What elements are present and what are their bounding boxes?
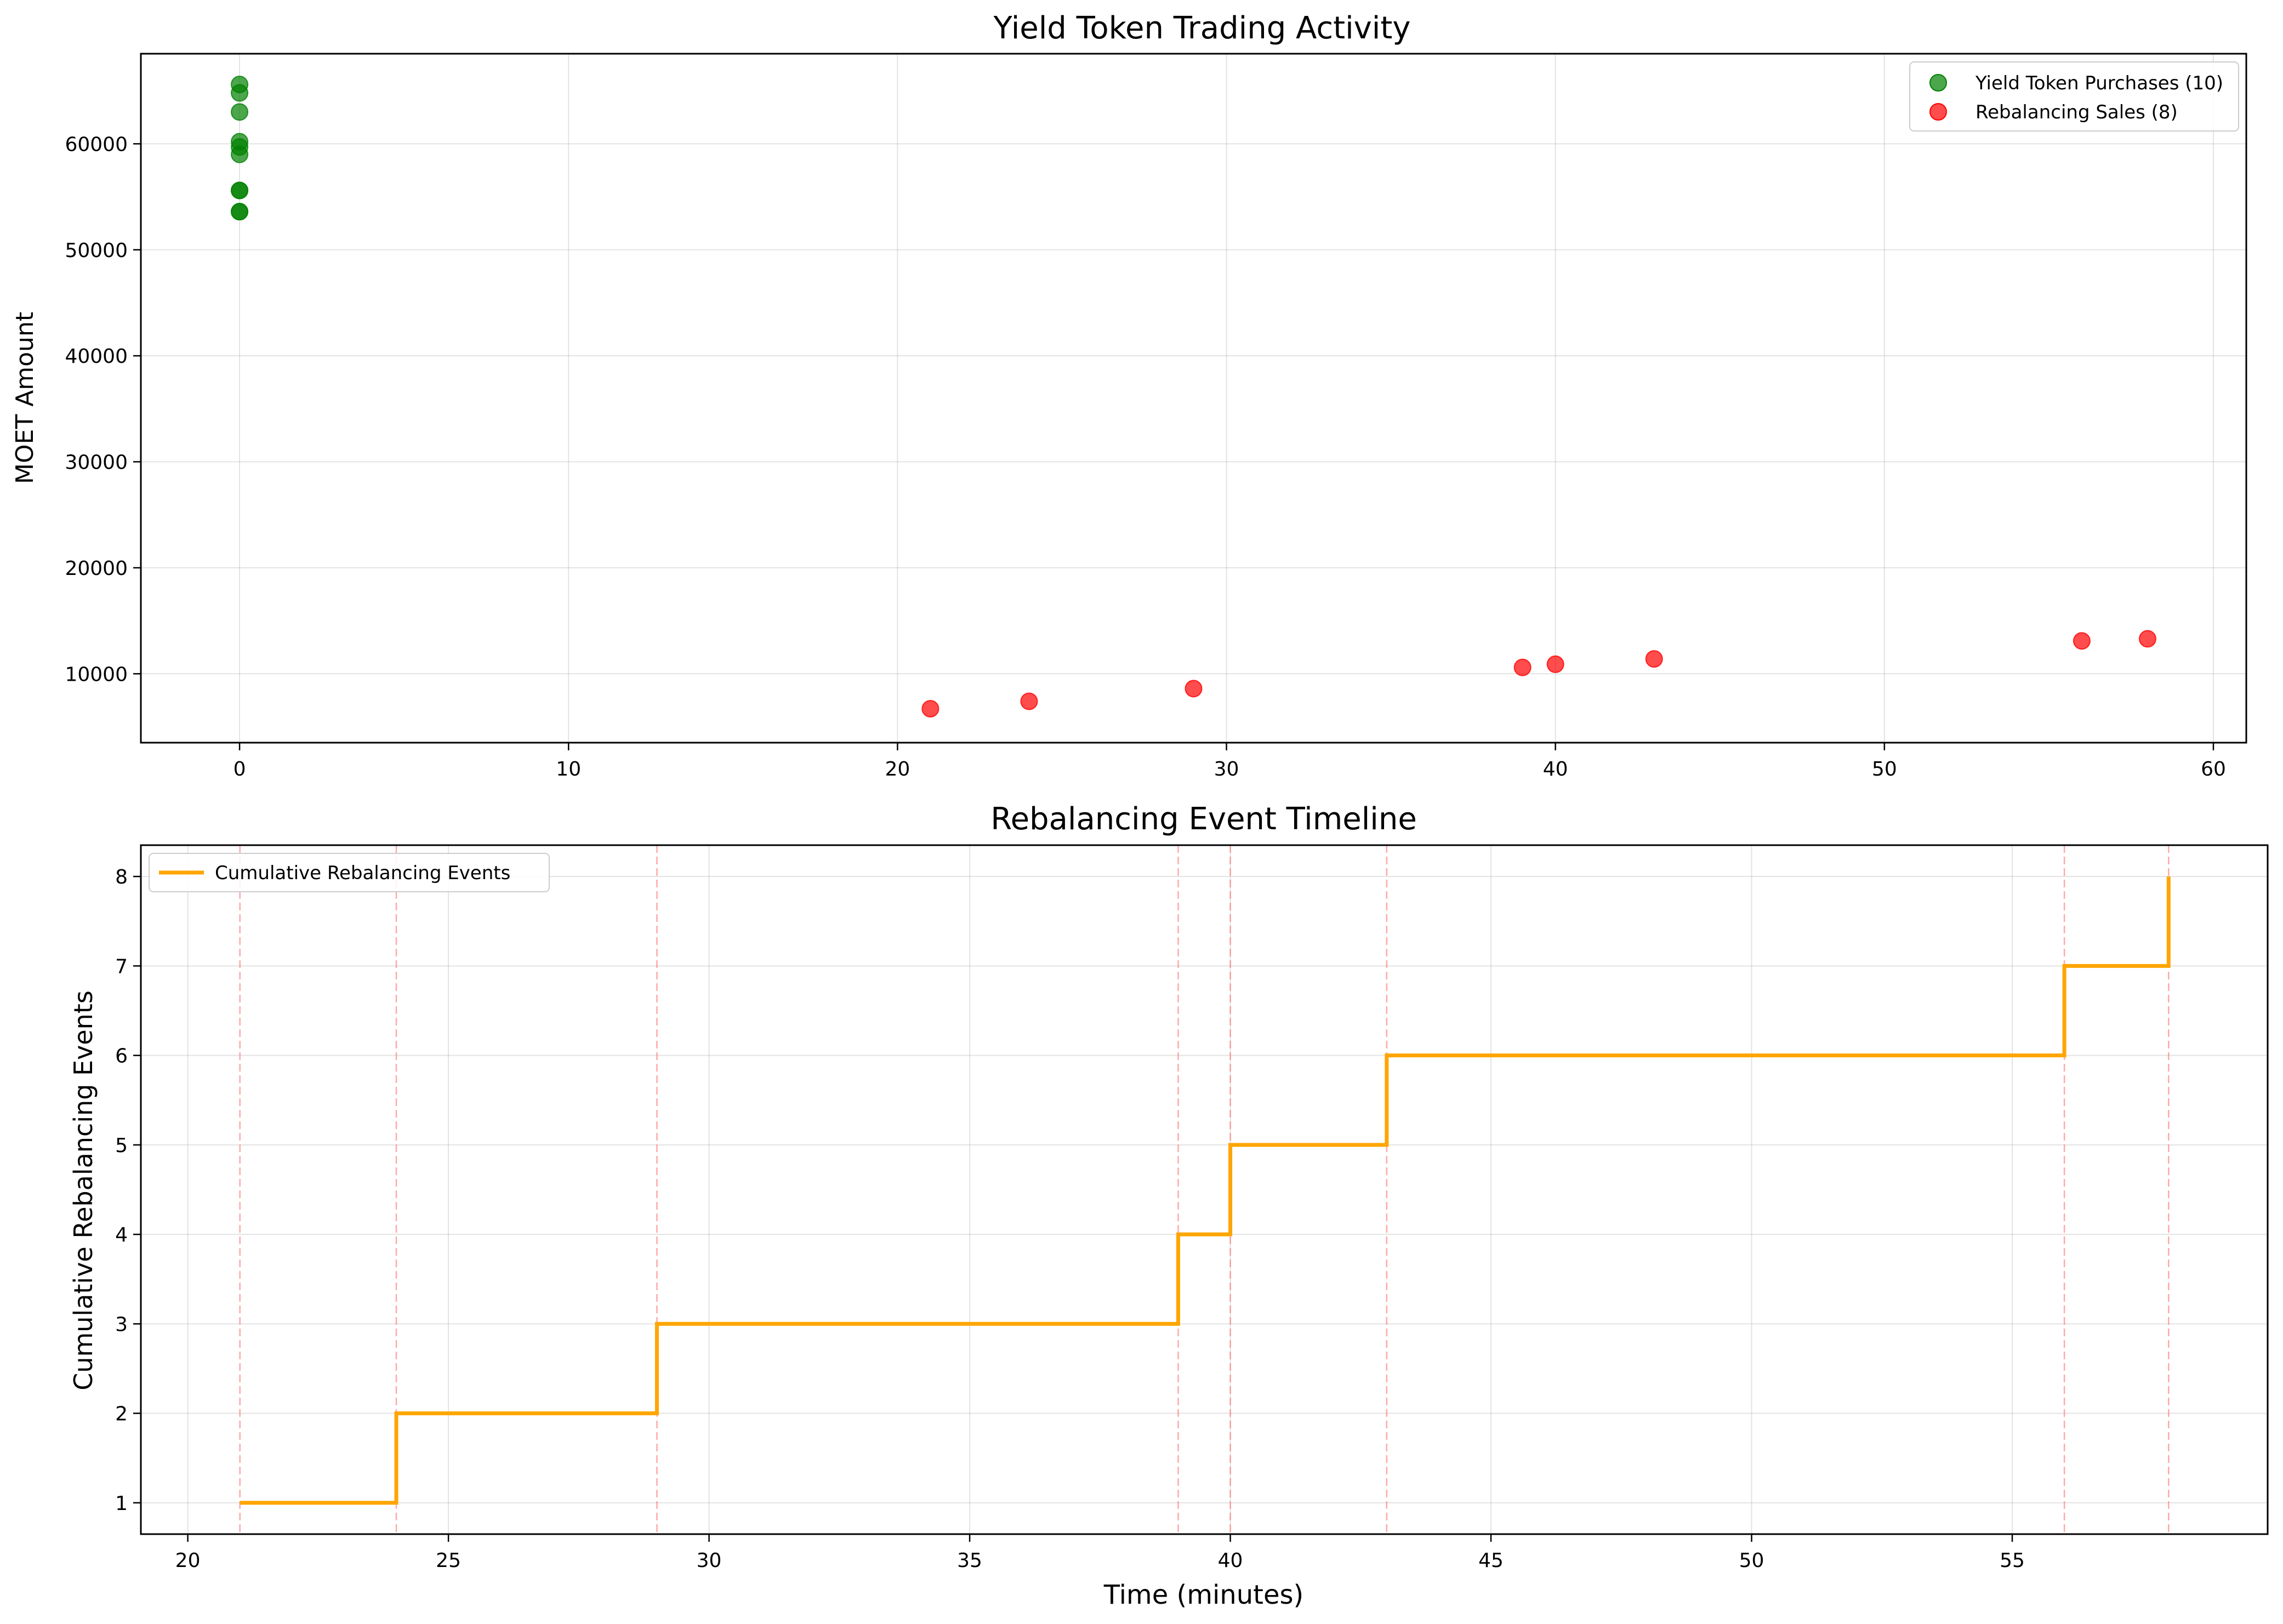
sale-point (1513, 658, 1532, 676)
sale-point (2073, 632, 2091, 650)
cumulative-step-line (240, 876, 2171, 1505)
timeline-panel: Rebalancing Event Timeline 20 25 30 35 40 45 5… (69, 801, 2269, 1610)
plot-frame (140, 53, 2247, 744)
y-tick-label: 5 (115, 1135, 128, 1157)
data-marks (231, 76, 2156, 718)
x-tick-label: 30 (1214, 758, 1239, 780)
legend-box (1909, 61, 2239, 132)
y-tick-label: 4 (115, 1224, 128, 1246)
x-tick-label: 30 (697, 1549, 722, 1572)
legend-box (149, 853, 550, 892)
data-marks (240, 876, 2171, 1505)
y-tick-label: 50000 (65, 240, 128, 262)
sale-point (921, 700, 940, 718)
y-tick-label: 1 (115, 1492, 128, 1515)
sale-point (1546, 655, 1564, 673)
legend-label-cumulative: Cumulative Rebalancing Events (215, 862, 510, 884)
y-tick-label: 20000 (65, 557, 128, 580)
x-tick-label: 55 (2000, 1549, 2025, 1572)
x-tick-label: 50 (1872, 758, 1897, 780)
plot-frame (140, 844, 2269, 1535)
x-tick-label: 25 (436, 1549, 461, 1572)
x-tick-label: 40 (1218, 1549, 1243, 1572)
sale-point (2138, 630, 2156, 648)
legend-label-purchases: Yield Token Purchases (10) (1975, 72, 2223, 94)
chart-title: Rebalancing Event Timeline (990, 801, 1417, 837)
purchase-point (231, 76, 249, 94)
legend-label-sales: Rebalancing Sales (8) (1975, 101, 2178, 123)
x-tick-label: 0 (234, 758, 246, 780)
legend-marker-purchases (1929, 74, 1947, 92)
x-tick-label: 20 (175, 1549, 201, 1572)
grid (141, 845, 2268, 1534)
y-tick-label: 30000 (65, 452, 128, 474)
y-axis-label: MOET Amount (11, 312, 39, 484)
x-tick-label: 35 (957, 1549, 982, 1572)
sale-point (1645, 650, 1663, 668)
y-tick-label: 8 (115, 866, 128, 888)
x-tick-label: 40 (1543, 758, 1568, 780)
purchase-point (231, 103, 249, 121)
x-tick-label: 20 (885, 758, 910, 780)
legend: Yield Token Purchases (10) Rebalancing S… (1909, 61, 2239, 132)
scatter-panel: Yield Token Trading Activity 0 10 20 30 40 50… (11, 10, 2247, 780)
x-tick-label: 50 (1739, 1549, 1764, 1572)
y-axis-label: Cumulative Rebalancing Events (69, 990, 98, 1391)
legend: Cumulative Rebalancing Events (149, 853, 550, 892)
sale-point (1020, 692, 1038, 710)
axis-ticks: 0 10 20 30 40 50 60 10000 20000 30000 40000 50000 60… (65, 133, 2225, 780)
purchase-point (231, 203, 249, 221)
x-axis-label: Time (minutes) (1103, 1580, 1303, 1610)
y-tick-label: 10000 (65, 663, 128, 686)
event-lines (239, 845, 2170, 1534)
purchase-point (231, 181, 249, 200)
x-tick-label: 10 (556, 758, 581, 780)
y-tick-label: 2 (115, 1403, 128, 1426)
x-tick-label: 60 (2201, 758, 2226, 780)
grid (141, 54, 2246, 743)
sale-point (1185, 680, 1203, 698)
y-tick-label: 3 (115, 1313, 128, 1336)
x-tick-label: 45 (1478, 1549, 1504, 1572)
purchase-point (231, 133, 249, 151)
legend-marker-sales (1929, 103, 1947, 121)
chart-title: Yield Token Trading Activity (993, 10, 1411, 46)
y-tick-label: 40000 (65, 345, 128, 368)
y-tick-label: 7 (115, 955, 128, 978)
y-tick-label: 6 (115, 1045, 128, 1068)
y-tick-label: 60000 (65, 133, 128, 156)
